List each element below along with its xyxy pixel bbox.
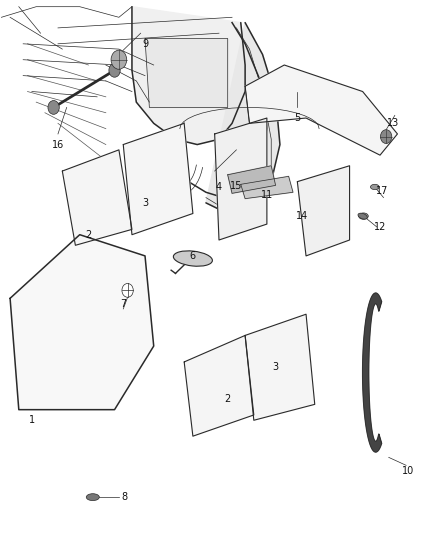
Text: 15: 15 [230,181,243,191]
Text: 2: 2 [85,230,92,240]
Circle shape [111,50,127,69]
Polygon shape [206,22,280,214]
Text: 3: 3 [272,362,279,372]
Text: 3: 3 [142,198,148,208]
Polygon shape [10,235,154,410]
Text: 4: 4 [216,182,222,192]
Ellipse shape [86,494,99,500]
Circle shape [48,101,59,114]
Ellipse shape [358,213,367,219]
Text: 6: 6 [190,251,196,261]
Polygon shape [245,314,315,420]
Ellipse shape [173,251,212,266]
Text: 2: 2 [225,394,231,404]
Ellipse shape [371,184,379,190]
Text: 10: 10 [402,466,414,475]
Text: 9: 9 [142,39,148,49]
Text: 5: 5 [294,113,300,123]
Text: 11: 11 [261,190,273,200]
Text: 17: 17 [376,186,389,196]
Polygon shape [297,166,350,256]
Circle shape [122,284,133,297]
Polygon shape [241,176,293,199]
Text: 8: 8 [121,492,127,502]
Polygon shape [62,150,132,245]
Polygon shape [228,166,276,193]
Text: 14: 14 [296,211,308,221]
Text: 13: 13 [387,118,399,128]
Text: 12: 12 [374,222,386,232]
Ellipse shape [359,213,368,219]
Circle shape [381,130,392,143]
Text: 16: 16 [52,140,64,150]
Polygon shape [363,293,381,452]
Text: 7: 7 [120,298,127,309]
Polygon shape [145,38,228,108]
Polygon shape [215,118,267,240]
Polygon shape [132,7,245,144]
Polygon shape [123,123,193,235]
Polygon shape [184,335,254,436]
Circle shape [109,63,120,77]
Text: 1: 1 [29,415,35,425]
Polygon shape [245,65,397,155]
